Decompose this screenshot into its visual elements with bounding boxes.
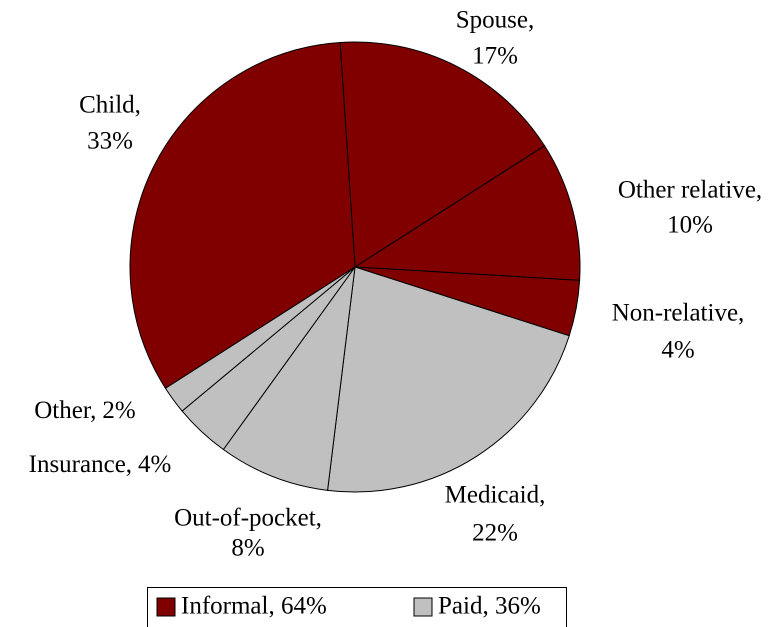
slice-name: Other, xyxy=(34,397,96,424)
slice-name: Insurance, xyxy=(29,451,132,478)
slice-value: 10% xyxy=(667,212,713,239)
slice-value: 4% xyxy=(138,451,171,478)
pie-slice xyxy=(339,41,546,268)
pie-slice xyxy=(327,266,570,493)
slice-name: Spouse, xyxy=(456,7,534,34)
slice-name: Non-relative, xyxy=(612,300,745,327)
slice-value: 33% xyxy=(87,128,133,155)
slice-label: Insurance, 4% xyxy=(29,451,172,478)
legend-swatch xyxy=(156,597,176,617)
slice-value: 22% xyxy=(472,520,518,547)
legend-box xyxy=(147,587,567,627)
pie-slice xyxy=(353,145,581,281)
slice-label: Other, 2% xyxy=(34,397,136,424)
slice-name: Medicaid, xyxy=(445,482,546,509)
legend-swatch xyxy=(413,597,433,617)
legend-label: Paid, 36% xyxy=(438,593,541,620)
slice-name: Child, xyxy=(79,92,141,119)
slice-value: 17% xyxy=(472,43,518,70)
slice-value: 2% xyxy=(102,397,135,424)
slice-name: Out-of-pocket, xyxy=(174,505,322,532)
pie-slice xyxy=(222,266,356,491)
legend-label: Informal, 64% xyxy=(181,593,327,620)
pie-slice xyxy=(129,41,356,389)
slice-value: 4% xyxy=(661,337,694,364)
slice-name: Other relative, xyxy=(618,177,762,204)
slice-value: 8% xyxy=(231,535,264,562)
